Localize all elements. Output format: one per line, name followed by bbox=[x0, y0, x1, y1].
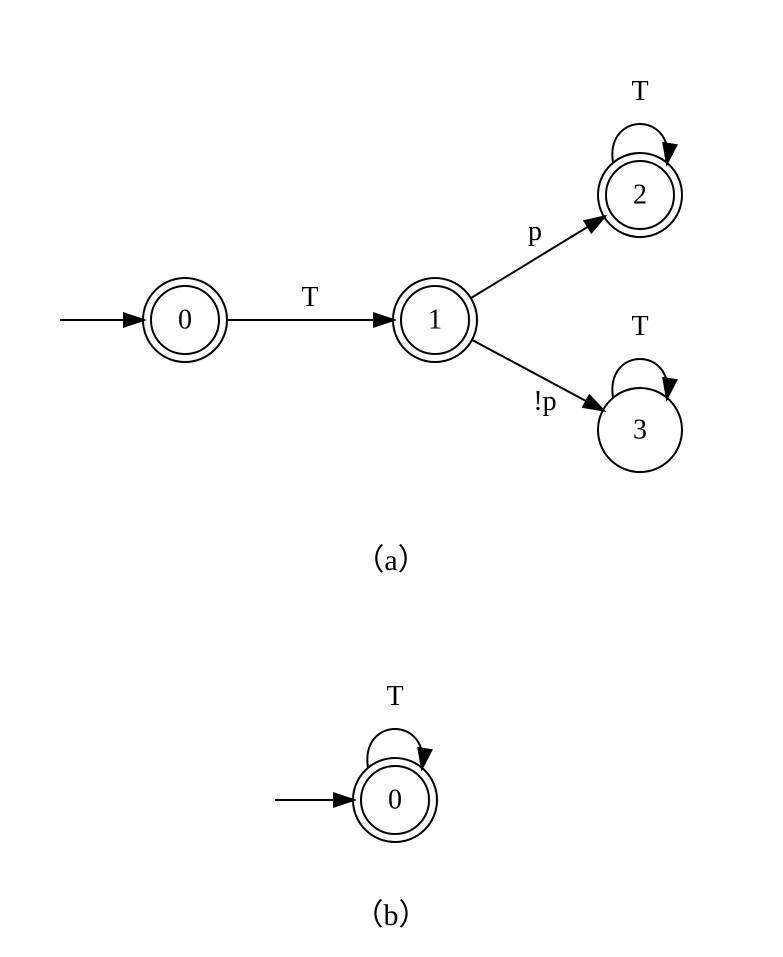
subfigure-caption: （a） bbox=[354, 544, 427, 577]
state-label: 3 bbox=[633, 415, 647, 446]
state-label: 1 bbox=[428, 305, 442, 336]
transition-label: !p bbox=[533, 386, 556, 417]
state-label: 0 bbox=[388, 785, 402, 816]
state-node-0: 0 bbox=[143, 278, 227, 362]
state-node-1: 1 bbox=[393, 278, 477, 362]
state-node-2: 2 bbox=[598, 153, 682, 237]
selfloop-label: T bbox=[631, 76, 648, 107]
state-label: 2 bbox=[633, 180, 647, 211]
state-node-3: 3 bbox=[598, 388, 682, 472]
selfloop-label: T bbox=[386, 681, 403, 712]
state-label: 0 bbox=[178, 305, 192, 336]
transition-label: p bbox=[528, 216, 542, 247]
transition-label: T bbox=[301, 282, 318, 313]
state-node-0: 0 bbox=[353, 758, 437, 842]
subfigure-caption: （b） bbox=[354, 899, 429, 932]
selfloop-label: T bbox=[631, 311, 648, 342]
